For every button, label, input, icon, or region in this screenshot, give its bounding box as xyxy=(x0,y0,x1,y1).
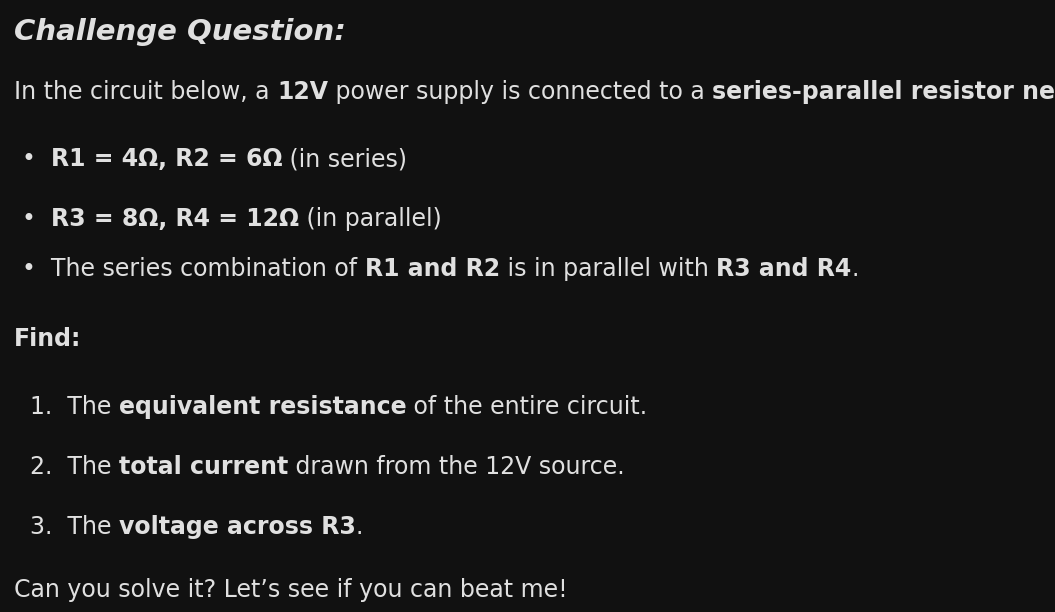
Text: Challenge Question:: Challenge Question: xyxy=(14,18,346,46)
Text: is in parallel with: is in parallel with xyxy=(500,257,716,281)
Text: Can you solve it? Let’s see if you can beat me!: Can you solve it? Let’s see if you can b… xyxy=(14,578,568,602)
Text: .: . xyxy=(356,515,363,539)
Text: .: . xyxy=(851,257,859,281)
Text: R1 and R2: R1 and R2 xyxy=(365,257,500,281)
Text: In the circuit below, a: In the circuit below, a xyxy=(14,80,277,104)
Text: R3 and R4: R3 and R4 xyxy=(716,257,851,281)
Text: (in series): (in series) xyxy=(283,147,407,171)
Text: of the entire circuit.: of the entire circuit. xyxy=(406,395,648,419)
Text: series-parallel resistor network: series-parallel resistor network xyxy=(712,80,1055,104)
Text: power supply is connected to a: power supply is connected to a xyxy=(328,80,712,104)
Text: total current: total current xyxy=(119,455,288,479)
Text: 2.  The: 2. The xyxy=(30,455,119,479)
Text: 3.  The: 3. The xyxy=(30,515,119,539)
Text: equivalent resistance: equivalent resistance xyxy=(119,395,406,419)
Text: •: • xyxy=(22,147,51,171)
Text: •  The series combination of: • The series combination of xyxy=(22,257,365,281)
Text: Find:: Find: xyxy=(14,327,81,351)
Text: R1 = 4Ω, R2 = 6Ω: R1 = 4Ω, R2 = 6Ω xyxy=(51,147,283,171)
Text: 12V: 12V xyxy=(277,80,328,104)
Text: (in parallel): (in parallel) xyxy=(299,207,442,231)
Text: drawn from the 12V source.: drawn from the 12V source. xyxy=(288,455,625,479)
Text: •: • xyxy=(22,207,51,231)
Text: voltage across R3: voltage across R3 xyxy=(119,515,356,539)
Text: 1.  The: 1. The xyxy=(30,395,119,419)
Text: R3 = 8Ω, R4 = 12Ω: R3 = 8Ω, R4 = 12Ω xyxy=(51,207,299,231)
